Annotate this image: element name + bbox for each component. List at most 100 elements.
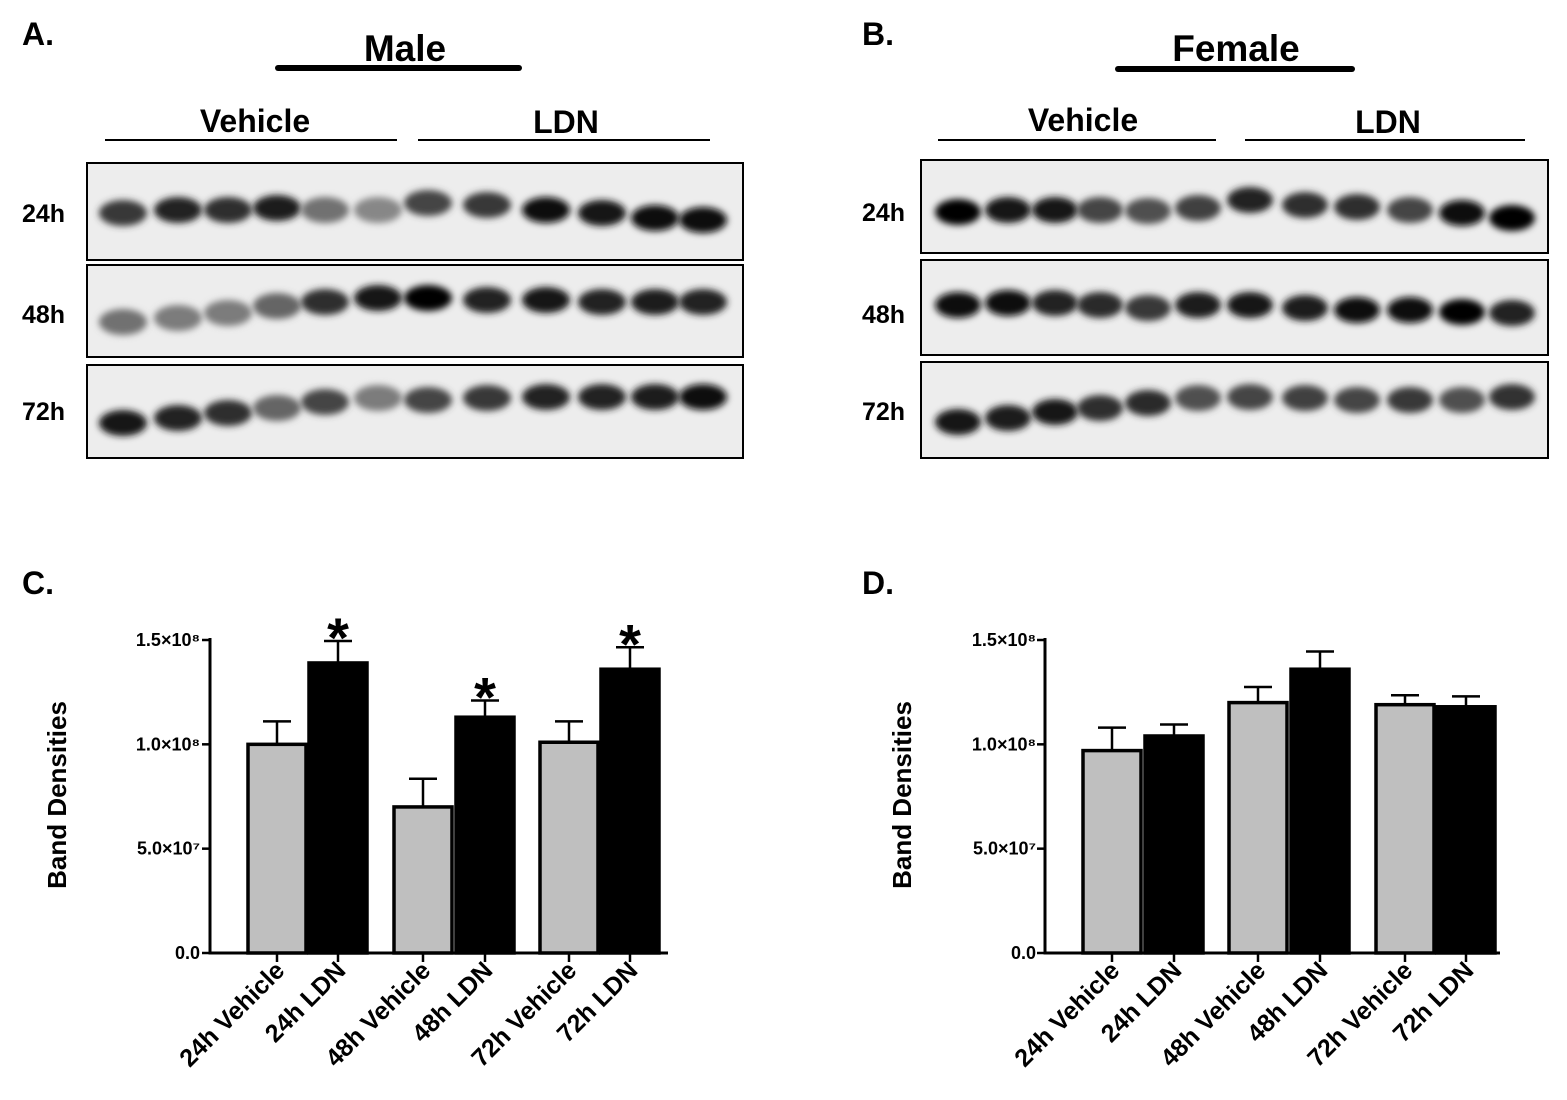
blot-band bbox=[204, 197, 252, 223]
blot-bands-female bbox=[935, 187, 1535, 435]
sex-title-female: Female bbox=[1172, 28, 1300, 69]
blot-band bbox=[1077, 395, 1123, 421]
blot-band bbox=[301, 389, 349, 415]
bar bbox=[307, 661, 369, 955]
blot-band bbox=[985, 197, 1031, 223]
y-tick-label: 5.0×10⁷ bbox=[137, 839, 200, 859]
bar bbox=[1081, 748, 1143, 955]
blot-band bbox=[1077, 292, 1123, 318]
blot-band bbox=[154, 197, 202, 223]
blot-band bbox=[204, 300, 252, 326]
group-label-vehicle: Vehicle bbox=[1028, 102, 1138, 138]
blot-band bbox=[301, 289, 349, 315]
bar bbox=[454, 715, 516, 955]
row-label-48h: 48h bbox=[862, 301, 905, 329]
row-label-24h: 24h bbox=[862, 199, 905, 227]
sex-title-male: Male bbox=[364, 28, 446, 69]
row-label-48h: 48h bbox=[22, 301, 65, 329]
blot-band bbox=[1175, 195, 1221, 221]
blot-band bbox=[1489, 300, 1535, 326]
row-label-72h: 72h bbox=[22, 398, 65, 426]
y-tick-label: 1.5×10⁸ bbox=[972, 630, 1036, 650]
blot-band bbox=[301, 197, 349, 223]
blot-band bbox=[1387, 387, 1433, 413]
blot-band bbox=[354, 197, 402, 223]
panel-d-female-chart: D. 0.0 5.0×10⁷ 1.0×10⁸ 1.5×10⁸ Band Densitie… bbox=[862, 565, 1500, 1073]
blot-band bbox=[1175, 292, 1221, 318]
bar bbox=[1435, 705, 1497, 955]
blot-band bbox=[154, 405, 202, 431]
blot-band bbox=[1334, 297, 1380, 323]
blot-band bbox=[1032, 399, 1078, 425]
blot-band bbox=[1439, 387, 1485, 413]
panel-label-b: B. bbox=[862, 16, 894, 52]
blot-band bbox=[1175, 385, 1221, 411]
bar bbox=[599, 667, 661, 955]
blot-band bbox=[1077, 197, 1123, 223]
y-tick-label: 1.0×10⁸ bbox=[136, 734, 200, 754]
blot-band bbox=[1387, 197, 1433, 223]
blot-band bbox=[1334, 387, 1380, 413]
blot-band bbox=[1489, 205, 1535, 231]
blot-band bbox=[1334, 194, 1380, 220]
blot-band bbox=[935, 409, 981, 435]
blot-band bbox=[99, 200, 147, 226]
blot-band bbox=[253, 395, 301, 421]
blot-band bbox=[1387, 297, 1433, 323]
panel-c-male-chart: C. 0.0 5.0×10⁷ 1.0×10⁸ 1.5×10⁸ Band Densitie… bbox=[22, 565, 668, 1073]
group-label-ldn: LDN bbox=[533, 104, 599, 140]
blot-band bbox=[1282, 192, 1328, 218]
blot-band bbox=[935, 199, 981, 225]
blot-band bbox=[204, 400, 252, 426]
blot-band bbox=[522, 197, 570, 223]
significance-marker: * bbox=[327, 606, 349, 669]
x-tick-label: 24h Vehicle bbox=[1009, 956, 1125, 1072]
panel-label-c: C. bbox=[22, 565, 54, 601]
blot-band bbox=[1439, 200, 1485, 226]
row-label-72h: 72h bbox=[862, 398, 905, 426]
blot-band bbox=[99, 309, 147, 335]
blot-band bbox=[1282, 295, 1328, 321]
blot-band bbox=[253, 195, 301, 221]
y-tick-label: 5.0×10⁷ bbox=[973, 839, 1036, 859]
bar bbox=[1289, 667, 1351, 955]
blot-band bbox=[463, 192, 511, 218]
significance-marker: * bbox=[619, 612, 641, 675]
y-tick-label: 0.0 bbox=[175, 943, 200, 963]
group-label-vehicle: Vehicle bbox=[200, 103, 310, 139]
blot-band bbox=[1032, 197, 1078, 223]
blot-band bbox=[578, 200, 626, 226]
blot-band bbox=[1125, 390, 1171, 416]
blot-band bbox=[631, 289, 679, 315]
blot-band bbox=[404, 387, 452, 413]
blot-band bbox=[1125, 295, 1171, 321]
blot-band bbox=[1282, 385, 1328, 411]
blot-band bbox=[404, 285, 452, 311]
bar bbox=[1143, 734, 1205, 955]
blot-band bbox=[522, 384, 570, 410]
significance-marker: * bbox=[474, 666, 496, 729]
blot-band bbox=[354, 285, 402, 311]
bar bbox=[538, 740, 600, 955]
bar bbox=[1227, 700, 1289, 955]
bar bbox=[1374, 702, 1436, 955]
panel-a-male-blot: A. Male Vehicle LDN 24h 48h 72h bbox=[22, 16, 744, 459]
blot-band bbox=[1032, 290, 1078, 316]
y-axis-label: Band Densities bbox=[42, 701, 72, 889]
blot-band bbox=[1227, 187, 1273, 213]
blot-band bbox=[463, 287, 511, 313]
blot-band bbox=[1227, 384, 1273, 410]
blot-band bbox=[1439, 299, 1485, 325]
bar bbox=[246, 742, 308, 955]
bar bbox=[392, 805, 454, 955]
blot-band bbox=[985, 405, 1031, 431]
group-label-ldn: LDN bbox=[1355, 104, 1421, 140]
y-tick-label: 0.0 bbox=[1011, 943, 1036, 963]
panel-b-female-blot: B. Female Vehicle LDN 24h 48h 72h bbox=[862, 16, 1549, 459]
row-label-24h: 24h bbox=[22, 200, 65, 228]
bar-chart-female: 0.0 5.0×10⁷ 1.0×10⁸ 1.5×10⁸ Band Densities 24… bbox=[887, 630, 1500, 1073]
blot-band bbox=[1227, 292, 1273, 318]
blot-band bbox=[253, 293, 301, 319]
panel-label-a: A. bbox=[22, 16, 54, 52]
